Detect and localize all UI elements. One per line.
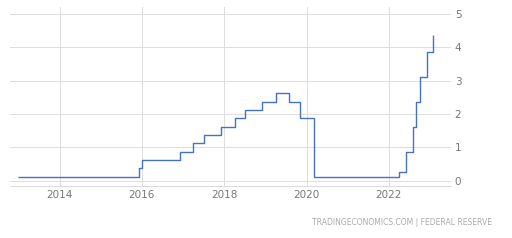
Text: TRADINGECONOMICS.COM | FEDERAL RESERVE: TRADINGECONOMICS.COM | FEDERAL RESERVE [311,218,492,227]
